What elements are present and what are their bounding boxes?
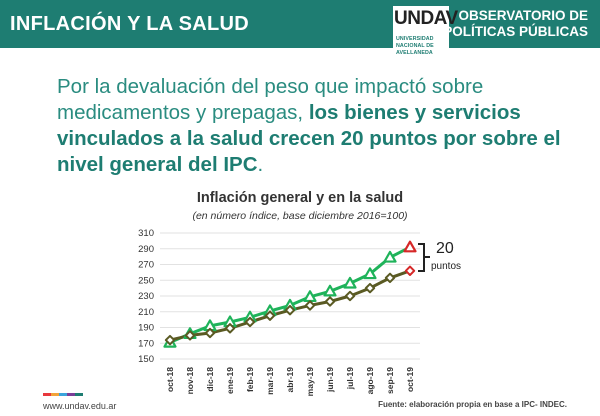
- data-point-general: [164, 334, 176, 346]
- data-point-general: [224, 323, 236, 334]
- header-right-line2: POLÍTICAS PÚBLICAS: [443, 24, 588, 39]
- x-tick-label: jun-19: [325, 367, 335, 393]
- data-point-salud: [363, 267, 377, 280]
- footer-url[interactable]: www.undav.edu.ar: [43, 401, 117, 411]
- data-point-salud: [323, 284, 337, 297]
- data-point-salud: [303, 290, 317, 303]
- data-point-general: [324, 296, 336, 307]
- chart-subtitle: (en número índice, base diciembre 2016=1…: [192, 210, 408, 222]
- header-title: INFLACIÓN Y LA SALUD: [10, 13, 249, 35]
- y-tick-label: 150: [138, 354, 154, 365]
- logo-mark: UNDAV: [394, 8, 458, 29]
- y-tick-label: 170: [138, 338, 154, 349]
- chart-title: Inflación general y en la salud: [196, 190, 404, 206]
- logo-line-2: NACIONAL DE: [396, 43, 434, 49]
- y-tick-label: 310: [138, 228, 154, 239]
- x-tick-label: ago-19: [365, 367, 375, 395]
- x-tick-label: ene-19: [225, 367, 235, 394]
- x-tick-label: oct-18: [165, 367, 175, 392]
- strip-segment: [59, 393, 67, 396]
- difference-value: 20: [436, 240, 454, 257]
- strip-segment: [43, 393, 51, 396]
- x-tick-label: dic-18: [205, 367, 215, 392]
- strip-segment: [75, 393, 83, 396]
- y-tick-label: 230: [138, 291, 154, 302]
- headline: Por la devaluación del peso que impactó …: [57, 74, 577, 178]
- footer-source: Fuente: elaboración propia en base a IPC…: [378, 400, 567, 409]
- logo-line-1: UNIVERSIDAD: [396, 36, 434, 42]
- headline-tail: .: [257, 153, 264, 176]
- x-tick-label: mar-19: [265, 367, 275, 395]
- data-point-general: [384, 272, 396, 284]
- difference-bracket: [418, 243, 430, 272]
- x-tick-label: abr-19: [285, 367, 295, 393]
- x-tick-label: feb-19: [245, 367, 255, 392]
- difference-unit: puntos: [431, 261, 462, 272]
- data-point-general: [184, 330, 196, 341]
- x-tick-label: oct-19: [405, 367, 415, 392]
- header-right-line1: OBSERVATORIO DE: [458, 8, 588, 23]
- y-tick-label: 190: [138, 323, 154, 334]
- data-point-general: [204, 327, 216, 339]
- data-point-general: [264, 310, 276, 321]
- x-tick-label: may-19: [305, 367, 315, 397]
- y-tick-label: 270: [138, 260, 154, 271]
- undav-logo: UNDAV UNIVERSIDAD NACIONAL DE AVELLANEDA: [393, 6, 458, 58]
- footer-color-strip: [43, 393, 83, 396]
- data-point-salud: [383, 250, 397, 263]
- strip-segment: [67, 393, 75, 396]
- x-tick-label: nov-18: [185, 367, 195, 395]
- headline-bold: los bienes y servicios vinculados a la s…: [57, 101, 561, 176]
- x-tick-label: jul-19: [345, 367, 355, 390]
- data-point-general: [244, 316, 256, 328]
- header-band: [0, 0, 600, 48]
- y-tick-label: 210: [138, 307, 154, 318]
- x-tick-label: sep-19: [385, 367, 395, 394]
- data-point-general: [364, 282, 376, 294]
- strip-segment: [51, 393, 59, 396]
- data-point-general: [404, 265, 416, 276]
- y-tick-label: 250: [138, 275, 154, 286]
- data-point-general: [344, 290, 356, 302]
- logo-line-3: AVELLANEDA: [396, 50, 433, 56]
- data-point-salud: [343, 276, 357, 289]
- data-point-salud: [403, 240, 417, 253]
- header-right: OBSERVATORIO DE POLÍTICAS PÚBLICAS: [443, 8, 588, 40]
- headline-normal: Por la devaluación del peso que impactó …: [57, 75, 484, 124]
- y-tick-label: 290: [138, 244, 154, 255]
- data-point-general: [284, 304, 296, 316]
- data-point-general: [304, 300, 316, 311]
